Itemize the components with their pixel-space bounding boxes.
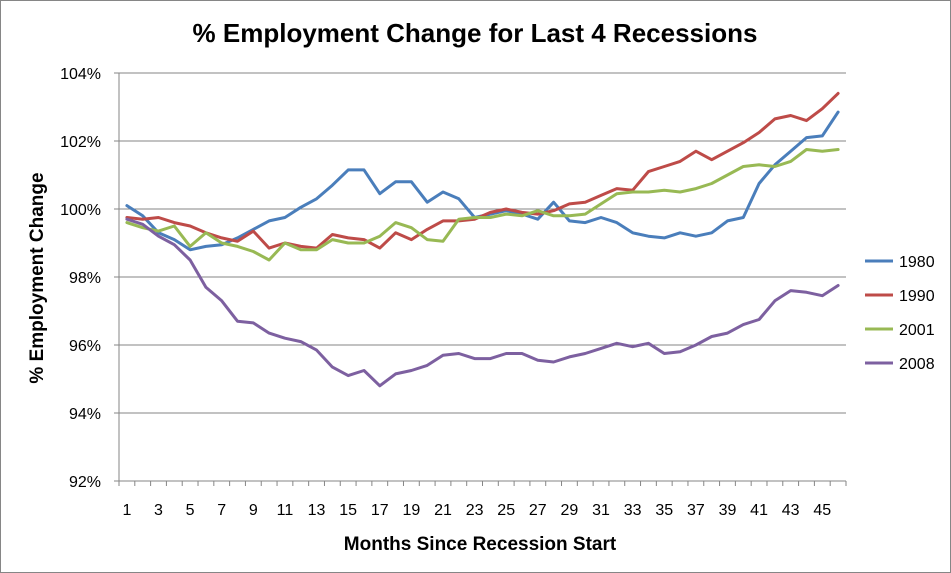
y-tick-label: 100%: [60, 202, 101, 219]
x-tick-label: 35: [655, 502, 673, 519]
legend-label-2001: 2001: [899, 322, 935, 339]
x-tick-label: 41: [750, 502, 768, 519]
y-tick-label: 92%: [69, 474, 101, 491]
x-tick-label: 9: [249, 502, 258, 519]
legend-label-2008: 2008: [899, 356, 935, 373]
axes: [114, 72, 847, 486]
x-tick-label: 13: [308, 502, 326, 519]
x-tick-label: 11: [277, 502, 294, 519]
y-tick-label: 96%: [69, 338, 101, 355]
x-tick-labels: 1 3 5 7 9 11 13 15 17 19 21 23 25 27 29 31 33 35 37 39 41 43 4…: [122, 502, 831, 519]
x-tick-label: 27: [529, 502, 547, 519]
series-lines: [125, 91, 840, 388]
legend-label-1990: 1990: [899, 288, 935, 305]
x-tick-label: 15: [339, 502, 357, 519]
x-tick-label: 23: [466, 502, 484, 519]
x-tick-label: 7: [217, 502, 226, 519]
x-tick-label: 39: [719, 502, 737, 519]
x-tick-label: 33: [624, 502, 642, 519]
y-tick-labels: 92% 94% 96% 98% 100% 102% 104%: [60, 66, 101, 491]
x-tick-label: 17: [371, 502, 389, 519]
x-axis-title: Months Since Recession Start: [344, 534, 617, 555]
series-line-1990: [125, 91, 840, 250]
x-tick-label: 5: [186, 502, 195, 519]
y-tick-label: 98%: [69, 270, 101, 287]
y-tick-label: 104%: [60, 66, 101, 83]
x-tick-label: 3: [154, 502, 163, 519]
y-axis-title: % Employment Change: [27, 172, 48, 383]
x-tick-label: 19: [402, 502, 420, 519]
y-tick-label: 94%: [69, 406, 101, 423]
x-tick-label: 21: [434, 502, 452, 519]
x-tick-label: 37: [687, 502, 705, 519]
x-tick-label: 43: [782, 502, 800, 519]
series-line-2001: [125, 148, 840, 262]
x-tick-label: 25: [497, 502, 515, 519]
gridlines: [119, 72, 846, 414]
y-tick-label: 102%: [60, 134, 101, 151]
legend-label-1980: 1980: [899, 254, 935, 271]
x-tick-label: 1: [122, 502, 131, 519]
chart-title: % Employment Change for Last 4 Recession…: [193, 18, 758, 48]
series-line-1980: [125, 110, 840, 252]
legend: 1980 1990 2001 2008: [865, 254, 935, 373]
x-tick-label: 45: [813, 502, 831, 519]
x-tick-label: 31: [592, 502, 610, 519]
x-tick-label: 29: [561, 502, 579, 519]
series-line-2008: [125, 217, 840, 388]
